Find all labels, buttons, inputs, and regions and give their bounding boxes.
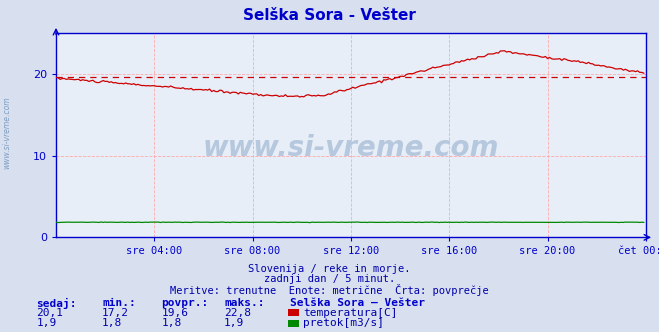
Text: 17,2: 17,2 <box>102 308 129 318</box>
Text: 1,9: 1,9 <box>224 318 244 328</box>
Text: Selška Sora - Vešter: Selška Sora - Vešter <box>243 8 416 23</box>
Text: 1,8: 1,8 <box>102 318 123 328</box>
Text: 20,1: 20,1 <box>36 308 63 318</box>
Text: zadnji dan / 5 minut.: zadnji dan / 5 minut. <box>264 274 395 284</box>
Text: temperatura[C]: temperatura[C] <box>303 308 397 318</box>
Text: min.:: min.: <box>102 298 136 308</box>
Text: 19,6: 19,6 <box>161 308 188 318</box>
Text: povpr.:: povpr.: <box>161 298 209 308</box>
Text: Selška Sora – Vešter: Selška Sora – Vešter <box>290 298 425 308</box>
Text: www.si-vreme.com: www.si-vreme.com <box>203 133 499 162</box>
Text: 1,8: 1,8 <box>161 318 182 328</box>
Text: pretok[m3/s]: pretok[m3/s] <box>303 318 384 328</box>
Text: 1,9: 1,9 <box>36 318 57 328</box>
Text: 22,8: 22,8 <box>224 308 251 318</box>
Text: Meritve: trenutne  Enote: metrične  Črta: povprečje: Meritve: trenutne Enote: metrične Črta: … <box>170 284 489 296</box>
Text: maks.:: maks.: <box>224 298 264 308</box>
Text: www.si-vreme.com: www.si-vreme.com <box>2 97 11 169</box>
Text: sedaj:: sedaj: <box>36 298 76 309</box>
Text: Slovenija / reke in morje.: Slovenija / reke in morje. <box>248 264 411 274</box>
